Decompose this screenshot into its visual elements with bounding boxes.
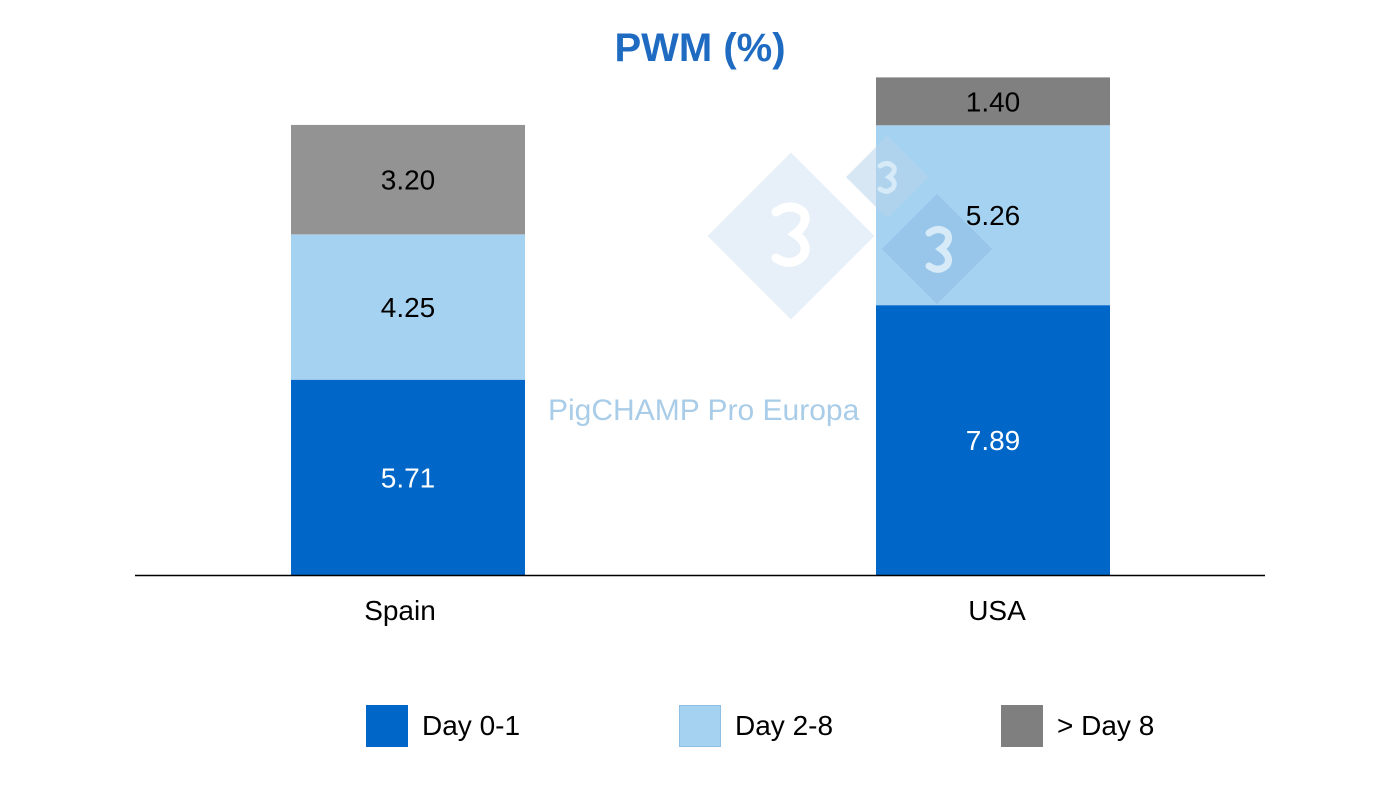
legend-label: Day 0-1 [422, 710, 521, 741]
chart-title: PWM (%) [614, 26, 786, 70]
legend-swatch [679, 705, 721, 747]
data-labels: 5.71 4.25 3.20 7.89 5.26 1.40 [381, 86, 1021, 493]
x-tick-label: USA [968, 595, 1026, 626]
data-label: 4.25 [381, 292, 436, 323]
watermark-digit-3-icon [925, 226, 952, 273]
watermark-logo-333 [707, 135, 993, 320]
data-label: 7.89 [966, 425, 1021, 456]
watermark-digit-3-icon [771, 202, 810, 267]
data-label: 5.71 [381, 462, 436, 493]
bar-segment [291, 124, 525, 235]
legend-swatch [1001, 705, 1043, 747]
bar-segment [876, 305, 1110, 575]
bar-segment [876, 77, 1110, 126]
data-label: 3.20 [381, 165, 436, 196]
legend-item-day-0-1: Day 0-1 [366, 704, 520, 748]
watermark-text: PigCHAMP Pro Europa [548, 394, 860, 427]
legend-item-day-8-plus: > Day 8 [1001, 704, 1154, 748]
x-tick-label: Spain [364, 595, 436, 626]
legend-label: > Day 8 [1057, 710, 1155, 741]
bar-segment [291, 234, 525, 380]
legend-swatch [366, 705, 408, 747]
legend-item-day-2-8: Day 2-8 [679, 704, 833, 748]
data-label: 5.26 [966, 200, 1021, 231]
x-tick-labels: Spain USA [364, 595, 1026, 626]
watermark-digit-3-icon [877, 161, 897, 194]
bars [291, 77, 1110, 575]
legend-label: Day 2-8 [735, 710, 834, 741]
bar-segment [291, 379, 525, 575]
data-label: 1.40 [966, 86, 1021, 117]
